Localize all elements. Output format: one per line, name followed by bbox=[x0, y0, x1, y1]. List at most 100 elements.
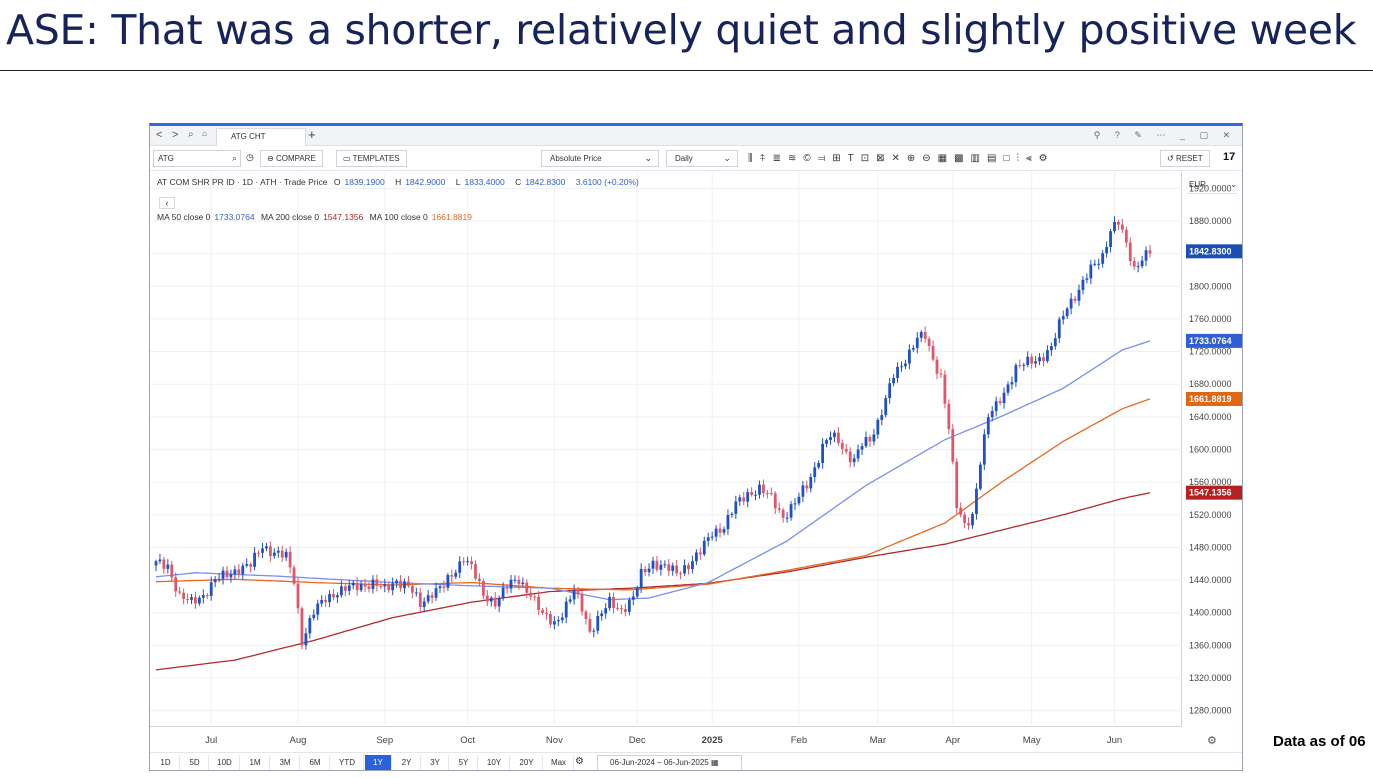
date-range-picker[interactable]: 06-Jun-2024 – 06-Jun-2025 ▦ bbox=[597, 755, 742, 770]
candle-body bbox=[296, 583, 300, 609]
forward-button[interactable]: > bbox=[172, 129, 179, 141]
candle bbox=[990, 406, 994, 422]
candle bbox=[190, 593, 193, 605]
candle bbox=[643, 566, 647, 577]
interval-select[interactable]: Daily ⌄ bbox=[666, 150, 738, 167]
clock-icon[interactable]: ◷ bbox=[246, 152, 254, 162]
candle bbox=[549, 611, 552, 628]
plot-area[interactable] bbox=[150, 172, 1182, 727]
candle bbox=[773, 491, 777, 515]
candle-body bbox=[1132, 260, 1136, 267]
ma200-line bbox=[155, 492, 1151, 671]
price-tick-label: 1640.0000 bbox=[1189, 412, 1232, 422]
ma50-label: MA 50 close 0 bbox=[157, 212, 211, 222]
candle bbox=[639, 563, 643, 594]
candle-body bbox=[410, 586, 414, 593]
candle-body bbox=[1085, 278, 1089, 280]
change-value: 3.6100 (+0.20%) bbox=[575, 177, 639, 187]
candle bbox=[276, 546, 280, 558]
drawing-tools[interactable]: ⫼⍏≣≋©⫤⊞T⊡⊠✕⊕⊖▦▩▥▤□⫶⫷⚙ bbox=[748, 153, 1055, 164]
candle-body bbox=[691, 561, 694, 570]
symbol-input[interactable]: ATG ⌕ bbox=[153, 150, 241, 167]
candle bbox=[679, 571, 683, 580]
candle-body bbox=[280, 550, 284, 558]
range-button-5d[interactable]: 5D bbox=[181, 755, 209, 770]
candle-body bbox=[355, 582, 359, 591]
candle-body bbox=[631, 596, 635, 600]
search-icon[interactable]: ⌕ bbox=[188, 129, 194, 140]
candle-body bbox=[951, 429, 955, 462]
candle bbox=[229, 569, 233, 583]
window-controls[interactable]: ⚲ ? ✎ ⋯ _ ▢ ✕ bbox=[1093, 130, 1236, 140]
range-button-20y[interactable]: 20Y bbox=[511, 755, 543, 770]
candle bbox=[470, 556, 473, 570]
range-button-3y[interactable]: 3Y bbox=[422, 755, 449, 770]
candle bbox=[458, 556, 462, 579]
tab-atg-cht[interactable]: ATG CHT bbox=[216, 128, 306, 146]
candle bbox=[387, 581, 391, 593]
candle bbox=[931, 340, 935, 362]
range-button-10d[interactable]: 10D bbox=[210, 755, 240, 770]
range-button-ytd[interactable]: YTD bbox=[331, 755, 364, 770]
currency-select[interactable]: EUR ⌄ bbox=[1187, 178, 1237, 194]
candle bbox=[391, 577, 395, 596]
candle bbox=[876, 417, 880, 439]
candle-body bbox=[738, 497, 742, 502]
gear-icon[interactable]: ⚙ bbox=[575, 756, 584, 767]
range-button-6m[interactable]: 6M bbox=[301, 755, 330, 770]
time-axis[interactable]: Jul Aug Sep Oct Nov Dec 2025 Feb Mar Apr May Jun bbox=[150, 728, 1182, 750]
candle bbox=[769, 487, 773, 496]
candle-body bbox=[588, 618, 592, 632]
price-tick-label: 1440.0000 bbox=[1189, 575, 1232, 585]
candle-body bbox=[339, 586, 343, 596]
collapse-legend-button[interactable]: ‹ bbox=[159, 197, 175, 209]
range-button-1y[interactable]: 1Y bbox=[365, 755, 392, 770]
candle-body bbox=[907, 349, 911, 364]
candle bbox=[446, 572, 450, 591]
candle-body bbox=[418, 592, 422, 607]
candle-body bbox=[154, 561, 158, 566]
range-button-1d[interactable]: 1D bbox=[152, 755, 180, 770]
candle bbox=[785, 512, 789, 523]
candle bbox=[525, 579, 529, 599]
templates-button[interactable]: ▭ TEMPLATES bbox=[336, 150, 407, 167]
price-type-select[interactable]: Absolute Price ⌄ bbox=[541, 150, 659, 167]
candle-body bbox=[627, 599, 631, 612]
candle-body bbox=[1053, 338, 1057, 347]
candle-body bbox=[978, 464, 982, 489]
range-button-1m[interactable]: 1M bbox=[241, 755, 270, 770]
candle-body bbox=[647, 568, 651, 573]
candle-body bbox=[1022, 364, 1026, 366]
candle bbox=[844, 443, 848, 455]
compare-button[interactable]: ⊖ COMPARE bbox=[260, 150, 323, 167]
back-button[interactable]: < bbox=[156, 129, 163, 141]
candle-body bbox=[505, 587, 509, 589]
candle-body bbox=[194, 597, 197, 604]
range-button-3m[interactable]: 3M bbox=[271, 755, 300, 770]
reset-button[interactable]: ↺ RESET bbox=[1160, 150, 1210, 167]
price-axis[interactable]: EUR ⌄ 1280.0000 1320.0000 1360.0000 1400.000… bbox=[1183, 172, 1242, 727]
add-tab-button[interactable]: + bbox=[308, 127, 316, 142]
candle-body bbox=[1038, 357, 1041, 362]
range-button-max[interactable]: Max bbox=[544, 755, 574, 770]
time-tick-label: Dec bbox=[629, 735, 646, 746]
candle bbox=[1105, 241, 1109, 258]
candle-body bbox=[1144, 250, 1148, 261]
candle bbox=[982, 429, 986, 471]
candle bbox=[884, 395, 888, 418]
gear-icon[interactable]: ⚙ bbox=[1207, 735, 1217, 747]
candle bbox=[268, 541, 272, 562]
candle bbox=[923, 326, 927, 343]
home-icon[interactable]: ⌂ bbox=[202, 129, 207, 138]
range-button-10y[interactable]: 10Y bbox=[479, 755, 510, 770]
candle bbox=[975, 483, 978, 520]
search-icon[interactable]: ⌕ bbox=[232, 153, 238, 163]
price-chart[interactable] bbox=[150, 172, 1182, 727]
candle bbox=[722, 526, 726, 536]
candle-body bbox=[860, 446, 864, 450]
range-button-2y[interactable]: 2Y bbox=[393, 755, 421, 770]
candle bbox=[209, 576, 213, 601]
range-button-5y[interactable]: 5Y bbox=[450, 755, 478, 770]
candle-body bbox=[572, 589, 576, 600]
candle-body bbox=[781, 509, 785, 518]
